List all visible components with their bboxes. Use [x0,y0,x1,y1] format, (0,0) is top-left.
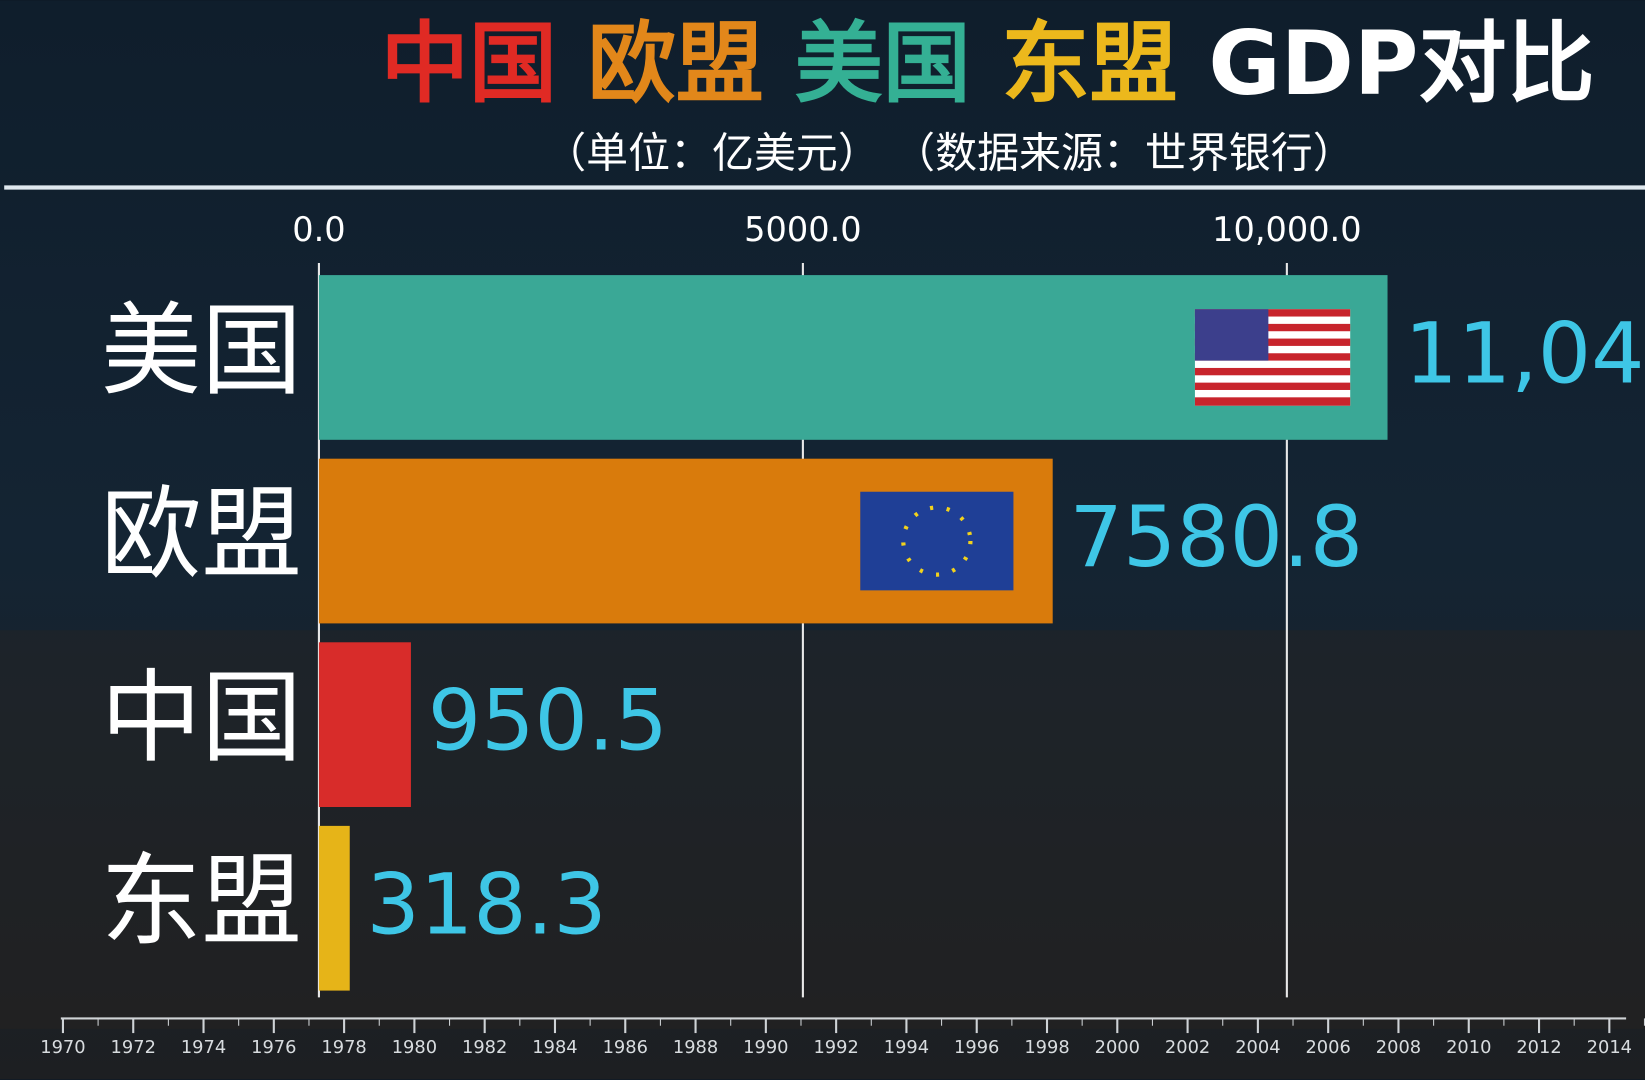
y-tick-label: 欧盟 [101,476,302,593]
title-part: 中国 [381,12,588,115]
bar [318,825,350,991]
timeline-label: 1970 [40,1037,85,1058]
timeline-label: 1974 [181,1037,226,1058]
timeline-label: 1972 [111,1037,156,1058]
x-tick-label: 10,000.0 [1212,210,1361,249]
timeline-label: 1980 [392,1037,437,1058]
title-part: 东盟 [1001,12,1208,115]
city-backdrop [0,630,1645,1029]
timeline-label: 1988 [673,1037,718,1058]
us-flag [1194,309,1351,406]
chart-title: 中国 欧盟 美国 东盟 GDP对比 [381,12,1595,115]
title-part: 美国 [795,12,1002,115]
timeline-label: 2004 [1235,1037,1280,1058]
timeline-label: 1982 [462,1037,507,1058]
timeline-label: 2006 [1305,1037,1350,1058]
timeline-label: 2008 [1376,1037,1421,1058]
timeline-label: 2002 [1165,1037,1210,1058]
value-label: 950.5 [428,672,668,770]
timeline-label: 2014 [1587,1037,1632,1058]
timeline-label: 1976 [251,1037,296,1058]
eu-flag [860,491,1014,591]
value-label: 11,04 [1404,304,1644,402]
timeline-label: 2000 [1095,1037,1140,1058]
value-label: 7580.8 [1069,488,1363,586]
title-part: GDP对比 [1208,12,1594,115]
timeline-label: 1986 [603,1037,648,1058]
chart-subtitle: （单位：亿美元） （数据来源：世界银行） [544,129,1354,178]
y-tick-label: 中国 [101,659,302,776]
value-label: 318.3 [367,855,607,953]
timeline-label: 1978 [321,1037,366,1058]
timeline-label: 1998 [1024,1037,1069,1058]
timeline-label: 2012 [1516,1037,1561,1058]
timeline-label: 1992 [813,1037,858,1058]
timeline-label: 1996 [954,1037,999,1058]
y-tick-label: 东盟 [101,843,302,960]
x-tick-label: 0.0 [292,210,345,249]
title-part: 欧盟 [588,12,795,115]
x-tick-label: 5000.0 [744,210,861,249]
timeline-label: 1990 [743,1037,788,1058]
timeline-label: 1984 [532,1037,577,1058]
y-tick-label: 美国 [101,292,302,409]
timeline-label: 2010 [1446,1037,1491,1058]
timeline-label: 1994 [884,1037,929,1058]
bar [318,642,411,807]
